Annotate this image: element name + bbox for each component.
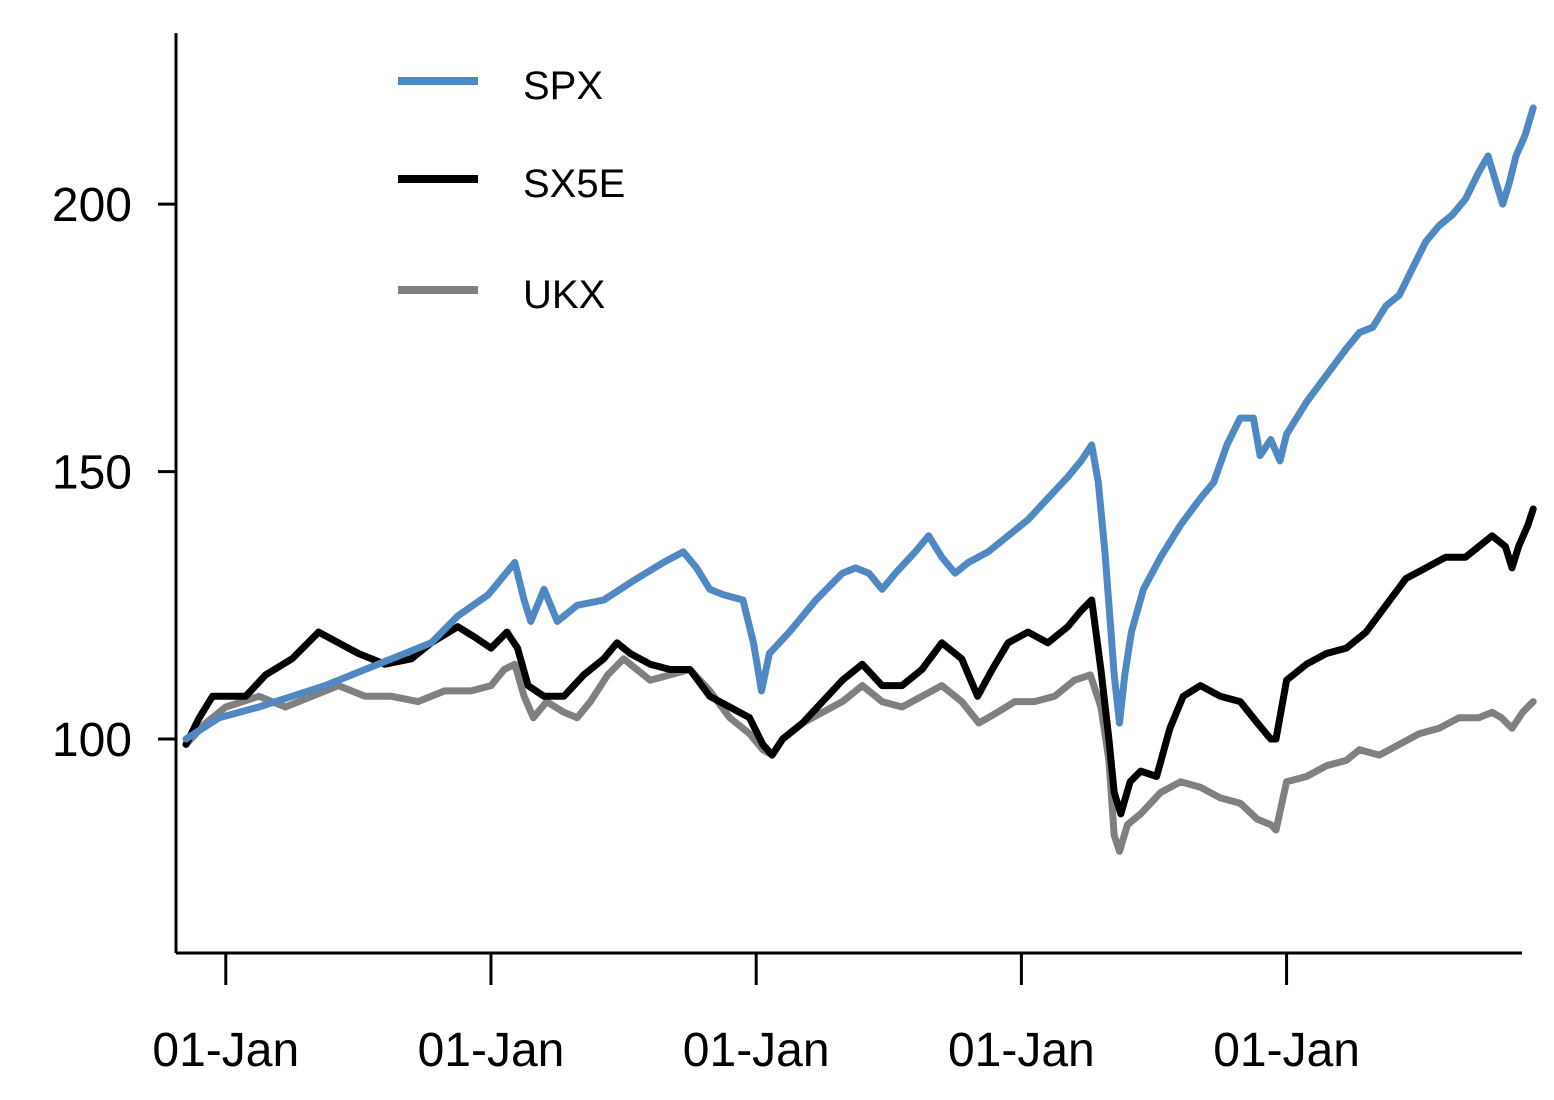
x-tick-label: 01-Jan [948,1024,1095,1077]
series-lines [182,104,1537,855]
y-tick-label: 100 [52,714,132,767]
legend-label-ukx: UKX [523,273,605,317]
x-tick-label: 01-Jan [418,1024,565,1077]
legend: SPX SX5E UKX [398,64,625,317]
y-tick-label: 200 [52,179,132,232]
y-tick-label: 150 [52,447,132,500]
x-tick-label: 01-Jan [152,1024,299,1077]
x-tick-label: 01-Jan [1213,1024,1360,1077]
x-tick-label: 01-Jan [683,1024,830,1077]
series-line-ukx [182,655,1537,855]
series-line-spx [182,104,1537,743]
x-axis-ticks: 01-Jan 01-Jan 01-Jan 01-Jan 01-Jan [152,953,1360,1077]
legend-label-spx: SPX [523,64,603,108]
y-axis-ticks: 100 150 200 [52,179,176,767]
legend-label-sx5e: SX5E [523,162,625,206]
series-line-sx5e [182,505,1537,818]
